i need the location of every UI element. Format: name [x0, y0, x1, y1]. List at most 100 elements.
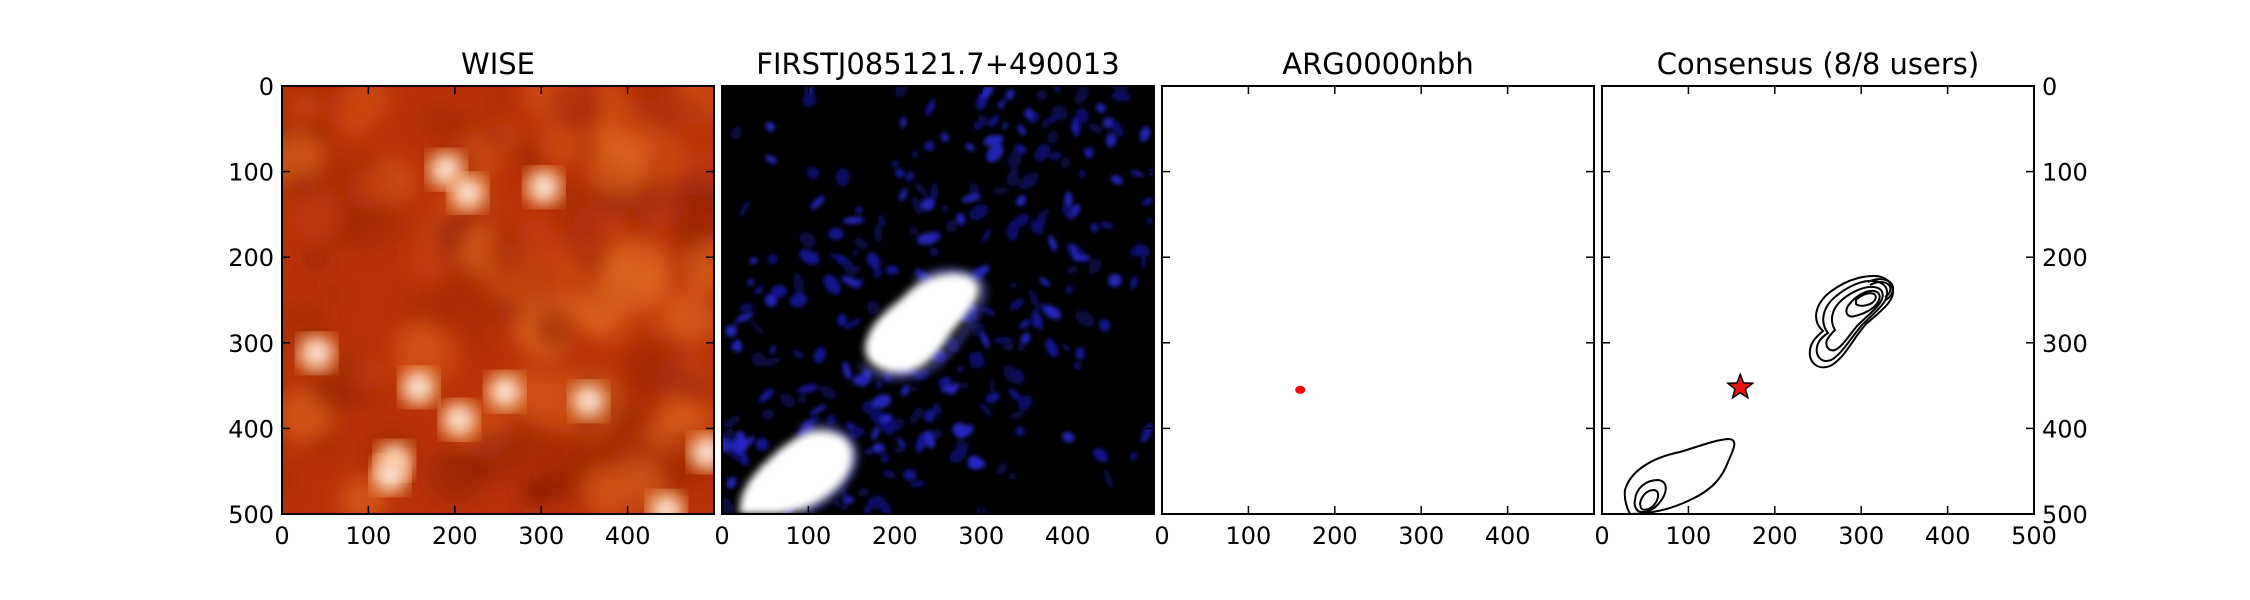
radio-noise-speck: [925, 99, 936, 116]
radio-noise-speck: [971, 322, 985, 337]
wise-bright-source: [687, 432, 714, 473]
radio-noise-speck: [849, 427, 865, 439]
radio-noise-speck: [751, 352, 766, 366]
axes-frame-wise: [281, 85, 715, 515]
panel-title-first: FIRSTJ085121.7+490013: [756, 47, 1119, 81]
radio-noise-speck: [952, 422, 967, 437]
wise-source-core: [407, 376, 430, 399]
y-axis-ticks-wise: 0 100 200 300 400 500: [228, 73, 714, 529]
wise-source-core: [448, 408, 471, 431]
radio-noise-speck: [1031, 308, 1040, 328]
wise-source-core: [577, 390, 600, 413]
radio-noise-speck: [1013, 213, 1030, 228]
radio-noise-speck: [893, 445, 906, 453]
radio-noise-speck: [805, 86, 814, 94]
panel-consensus: Consensus (8/8 users) 0 100 200 300 400 500 0…: [1594, 47, 2087, 550]
x-tick-label: 200: [1752, 522, 1798, 550]
radio-noise-speck: [722, 438, 731, 452]
axes-frame-arg: [1161, 85, 1595, 515]
radio-noise-speck: [911, 151, 919, 158]
panel-title-wise: WISE: [461, 47, 535, 81]
radio-noise-speck: [842, 216, 865, 225]
radio-noise-speck: [1065, 284, 1073, 295]
y-tick-label: 500: [228, 501, 274, 529]
wise-noise-blob: [353, 359, 386, 391]
radio-noise-speck: [765, 155, 778, 164]
x-tick-label: 400: [605, 522, 651, 550]
x-tick-label: 300: [1398, 522, 1444, 550]
radio-noise-speck: [867, 495, 886, 510]
radio-noise-speck: [837, 313, 847, 327]
panel-first: FIRSTJ085121.7+490013 0 100 200 300 400: [714, 47, 1155, 550]
y-tick-label: 400: [228, 415, 274, 443]
radio-lobe-southwest: [739, 430, 853, 514]
y-tick-label: 0: [2042, 73, 2057, 101]
radio-noise-speck: [993, 337, 1013, 344]
radio-noise-speck: [1006, 89, 1015, 99]
radio-noise-speck: [874, 224, 883, 244]
radio-noise-speck: [1061, 203, 1075, 218]
radio-noise-speck: [885, 265, 899, 275]
radio-noise-speck: [865, 449, 873, 455]
wise-source-core: [493, 380, 516, 403]
x-tick-label: 100: [1225, 522, 1271, 550]
radio-noise-speck: [799, 231, 816, 248]
radio-noise-speck: [834, 499, 840, 509]
wise-noise-blob: [418, 101, 455, 139]
radio-noise-speck: [1064, 191, 1073, 207]
radio-noise-speck: [852, 248, 858, 258]
radio-noise-speck: [737, 450, 749, 466]
radio-noise-speck: [983, 134, 1004, 147]
radio-noise-speck: [894, 168, 905, 179]
wise-noise-blob: [587, 135, 647, 195]
radio-noise-speck: [1139, 126, 1151, 142]
x-tick-label: 300: [1838, 522, 1884, 550]
radio-noise-speck: [982, 306, 996, 317]
radio-noise-speck: [1034, 143, 1050, 162]
radio-noise-speck: [923, 409, 936, 423]
radio-noise-speck: [809, 404, 827, 415]
radio-noise-speck: [930, 182, 938, 201]
radio-noise-speck: [1006, 171, 1020, 187]
radio-noise-speck: [1036, 90, 1048, 100]
y-tick-label: 300: [2042, 330, 2088, 358]
radio-noise-speck: [991, 187, 1009, 194]
radio-lobe-northeast-halo: [857, 267, 988, 381]
wise-bright-source: [646, 490, 687, 514]
radio-noise-speck: [1051, 105, 1068, 121]
x-tick-label: 100: [785, 522, 831, 550]
panel-arg: ARG0000nbh 0 100 200 300 400: [1154, 47, 1595, 550]
radio-noise-speck: [723, 415, 740, 428]
radio-noise-speck: [1015, 426, 1025, 436]
radio-noise-speck: [1141, 197, 1154, 206]
radio-noise-speck: [813, 347, 826, 364]
radio-noise-speck: [761, 409, 775, 420]
radio-noise-speck: [1100, 222, 1113, 228]
radio-noise-speck: [1090, 222, 1099, 233]
first-image: [722, 86, 1154, 514]
radio-noise-speck: [841, 276, 861, 287]
radio-noise-speck: [855, 206, 863, 214]
radio-noise-speck: [874, 381, 883, 390]
wise-source-core: [456, 182, 479, 204]
radio-noise-speck: [932, 428, 943, 439]
radio-noise-speck: [956, 212, 966, 226]
radio-noise-speck: [879, 413, 892, 424]
radio-noise-speck: [1099, 318, 1111, 332]
radio-noise-speck: [1042, 304, 1062, 320]
x-tick-label: 0: [1594, 522, 1609, 550]
radio-noise-speck: [1039, 277, 1051, 287]
x-tick-label: 200: [872, 522, 918, 550]
radio-noise-speck: [934, 230, 942, 241]
radio-noise-speck: [1048, 235, 1058, 252]
radio-noise-speck: [1095, 103, 1106, 113]
wise-noise-blob: [301, 246, 330, 274]
radio-noise-speck: [866, 300, 880, 315]
radio-noise-speck: [1130, 244, 1147, 257]
wise-noise-blob: [483, 228, 528, 273]
wise-noise-blob: [285, 170, 316, 200]
radio-noise-speck: [903, 469, 917, 481]
radio-noise-speck: [938, 377, 953, 388]
radio-noise-speck: [1074, 86, 1089, 105]
